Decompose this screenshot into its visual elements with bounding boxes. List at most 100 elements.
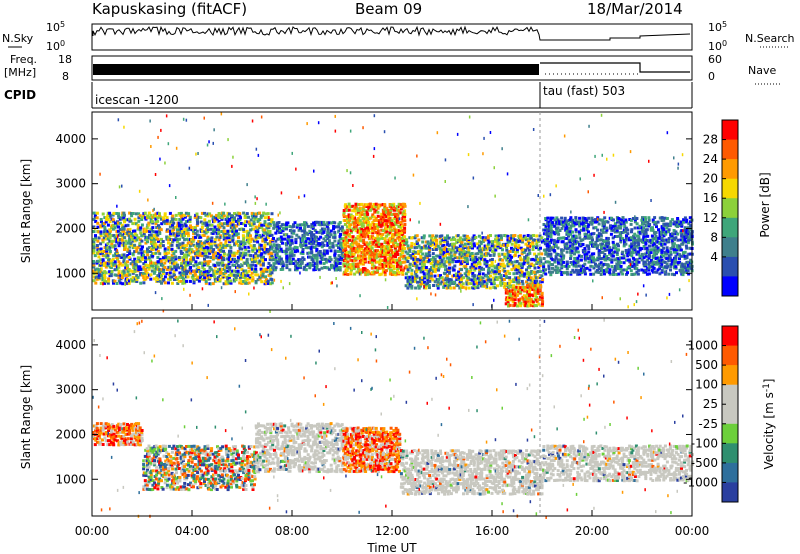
power-cell [451, 236, 455, 240]
power-cell [569, 226, 573, 230]
power-cell [242, 272, 245, 275]
power-cell [264, 278, 268, 282]
power-cell [142, 234, 146, 238]
power-cell [374, 270, 378, 274]
power-cell [572, 264, 576, 268]
power-cell [629, 238, 633, 242]
power-cell [406, 270, 410, 274]
power-cell [249, 228, 253, 232]
power-cell [354, 229, 358, 233]
power-cell [336, 260, 340, 264]
power-cell [203, 241, 207, 245]
power-cell [665, 226, 669, 230]
power-cell [472, 280, 476, 284]
power-cell [175, 243, 179, 247]
power-cell [108, 270, 112, 274]
power-cell [401, 244, 405, 248]
power-cell [172, 278, 176, 281]
power-cell [154, 214, 158, 218]
power-cell [428, 286, 431, 290]
power-cell [120, 276, 124, 280]
power-cell [458, 276, 462, 280]
power-cell [99, 230, 103, 234]
power-cell [250, 258, 254, 261]
power-cell [558, 269, 562, 273]
power-cell [200, 225, 204, 229]
power-cell [615, 251, 619, 254]
power-cell [352, 221, 356, 225]
power-cell [433, 270, 437, 274]
power-cell [130, 232, 134, 236]
power-cell [608, 258, 612, 262]
power-cell [505, 258, 509, 262]
power-cell [127, 234, 131, 237]
power-cell [199, 216, 203, 220]
power-cell [195, 241, 199, 245]
power-cell [658, 236, 662, 240]
power-cell [172, 221, 176, 225]
power-cell [422, 264, 426, 268]
power-cell [170, 247, 174, 251]
power-cell [202, 246, 206, 250]
power-cell [633, 264, 637, 268]
power-cell [537, 285, 541, 289]
power-cell [420, 276, 424, 280]
power-cell [124, 232, 128, 236]
power-cell [154, 266, 158, 269]
power-cell [560, 273, 564, 276]
power-cell [473, 262, 477, 266]
power-cell [651, 270, 655, 274]
power-cell [96, 239, 100, 243]
power-cell [640, 254, 644, 258]
power-cell [394, 261, 398, 265]
power-cell [215, 213, 219, 217]
power-cell [106, 223, 110, 227]
power-cell [605, 228, 609, 232]
power-cell [115, 256, 119, 260]
power-cell [529, 242, 533, 246]
power-cell [374, 223, 378, 227]
power-cell [378, 260, 382, 264]
power-cell [222, 243, 226, 247]
power-cell [594, 220, 597, 224]
power-cell [510, 242, 514, 246]
power-cell [435, 240, 438, 244]
power-cell [633, 266, 637, 270]
power-cell [604, 263, 608, 267]
power-cell [394, 222, 398, 226]
power-cell [245, 271, 249, 275]
power-cell [544, 268, 547, 272]
power-cell [463, 242, 467, 246]
power-cell [572, 270, 576, 274]
power-cell [324, 235, 328, 238]
power-cell [446, 234, 449, 238]
power-cell [335, 268, 338, 272]
power-cell [387, 209, 391, 212]
power-cell [556, 266, 560, 270]
power-cell [128, 235, 132, 239]
power-cell [539, 284, 542, 287]
power-cell [147, 250, 151, 253]
power-cell [218, 279, 222, 283]
power-cell [453, 256, 457, 260]
power-cell [635, 252, 639, 256]
power-cell [388, 205, 392, 208]
power-cell [653, 270, 657, 274]
power-cell [418, 276, 422, 280]
power-cell [351, 266, 355, 270]
power-cell [195, 269, 199, 273]
power-cell [661, 230, 665, 234]
power-cell [263, 230, 267, 234]
power-cell [163, 252, 167, 256]
power-cell [433, 274, 437, 278]
power-cell [294, 268, 297, 272]
power-cell [153, 241, 157, 245]
power-cell [341, 229, 344, 233]
power-cell [542, 228, 546, 232]
power-cell [294, 237, 298, 241]
power-cell [101, 260, 105, 264]
power-cell [571, 230, 575, 234]
power-cell [511, 250, 515, 253]
power-cell [651, 218, 655, 222]
power-cell [429, 271, 433, 275]
